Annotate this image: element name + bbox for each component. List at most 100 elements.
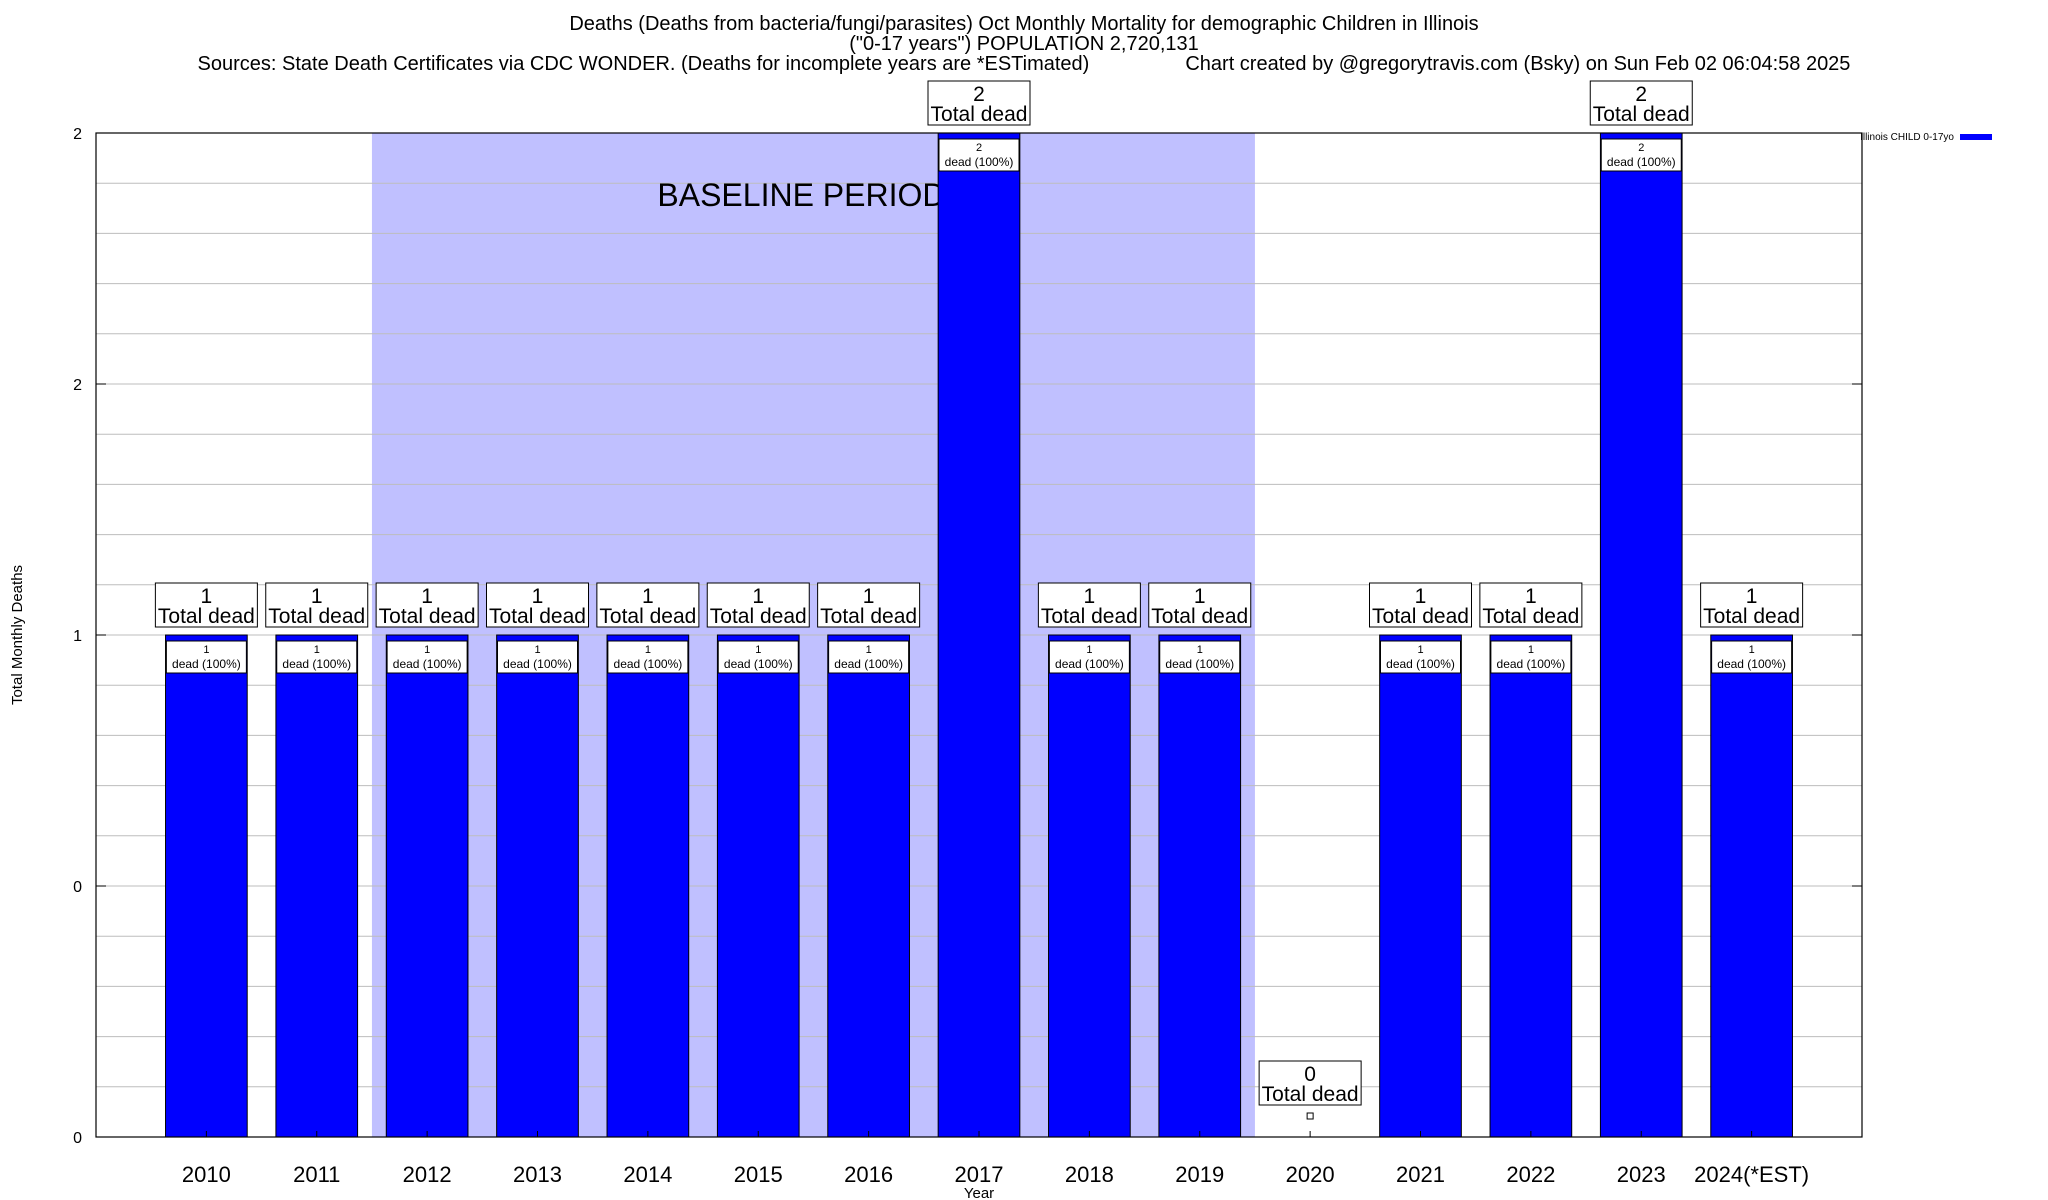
bar-inner-count: 1 xyxy=(1197,644,1203,656)
bar-inner-percent: dead (100%) xyxy=(1386,657,1455,671)
bar-inner-percent: dead (100%) xyxy=(1165,657,1234,671)
bar-inner-percent: dead (100%) xyxy=(172,657,241,671)
bar-inner-label-box xyxy=(497,640,578,674)
bar-inner-label-box xyxy=(1159,640,1241,674)
bar-total-label-box xyxy=(1148,582,1252,628)
bar-inner-count: 1 xyxy=(1528,644,1534,656)
bar xyxy=(1599,132,1683,1138)
x-tick-label: 2022 xyxy=(1506,1162,1555,1187)
bar-total-word: Total dead xyxy=(489,605,586,628)
bar-total-label-box xyxy=(486,582,589,628)
bar-inner-label-box xyxy=(1490,640,1572,674)
bar-total-word: Total dead xyxy=(1372,605,1469,628)
bar-inner-percent: dead (100%) xyxy=(614,657,683,671)
bar-total-value: 1 xyxy=(201,585,213,608)
x-tick-label: 2011 xyxy=(293,1162,340,1187)
bar-total-label-box xyxy=(927,80,1031,126)
bar-total-value: 1 xyxy=(311,585,323,608)
bar-total-value: 1 xyxy=(1746,585,1758,608)
bar-total-label-box xyxy=(1589,80,1693,126)
bar-inner-count: 1 xyxy=(203,644,209,656)
bar-inner-label-box xyxy=(1048,640,1130,674)
bar xyxy=(827,634,910,1138)
bar-total-value: 1 xyxy=(752,585,764,608)
bar-total-value: 1 xyxy=(1194,585,1206,608)
x-tick-label: 2019 xyxy=(1175,1162,1224,1187)
title-line-1: Deaths (Deaths from bacteria/fungi/paras… xyxy=(569,13,1479,35)
bar-total-label-box xyxy=(265,582,369,628)
y-axis-title: Total Monthly Deaths xyxy=(9,565,26,705)
bar xyxy=(385,634,469,1138)
bar-inner-percent: dead (100%) xyxy=(393,657,462,671)
bar xyxy=(1379,634,1462,1138)
bar-total-label-box xyxy=(817,582,921,628)
bar-inner-percent: dead (100%) xyxy=(1497,657,1566,671)
bar-total-value: 1 xyxy=(421,585,433,608)
bar-inner-label-box xyxy=(276,640,358,674)
bar-total-word: Total dead xyxy=(1041,605,1138,628)
bar-total-value: 2 xyxy=(973,83,985,106)
bar-inner-label-box xyxy=(1711,640,1793,674)
bar-total-label-box xyxy=(1369,582,1472,628)
bar-inner-count: 1 xyxy=(314,644,320,656)
bar-total-label-box xyxy=(706,582,810,628)
bar-inner-percent: dead (100%) xyxy=(282,657,351,671)
bar-inner-label-box xyxy=(717,640,799,674)
title-line-3: Sources: State Death Certificates via CD… xyxy=(0,54,2048,74)
bar-inner-label-box xyxy=(607,640,689,674)
bar-total-word: Total dead xyxy=(931,103,1028,126)
x-tick-label: 2014 xyxy=(623,1162,672,1187)
bar-inner-count: 2 xyxy=(1638,142,1644,154)
bar-inner-count: 1 xyxy=(1417,644,1423,656)
bar xyxy=(1710,634,1793,1138)
bar-inner-label-box xyxy=(1600,138,1682,172)
bar-total-word: Total dead xyxy=(820,605,917,628)
chart-credit: Chart created by @gregorytravis.com (Bsk… xyxy=(1185,53,1851,75)
bar-inner-count: 1 xyxy=(866,644,872,656)
y-tick-label: 0 xyxy=(73,1130,82,1147)
bar-total-label-box xyxy=(596,582,700,628)
bar-inner-count: 1 xyxy=(645,644,651,656)
title-line-2: ("0-17 years") POPULATION 2,720,131 xyxy=(849,33,1199,55)
bar xyxy=(716,634,800,1138)
bar-inner-percent: dead (100%) xyxy=(945,155,1014,169)
bar xyxy=(606,634,690,1138)
bar-total-value: 0 xyxy=(1304,1063,1316,1086)
bar-total-word: Total dead xyxy=(268,605,365,628)
bar-inner-count: 1 xyxy=(1749,644,1755,656)
bar-inner-percent: dead (100%) xyxy=(724,657,793,671)
x-tick-label: 2016 xyxy=(844,1162,893,1187)
bar-total-value: 1 xyxy=(1415,585,1427,608)
sources-note: Sources: State Death Certificates via CD… xyxy=(197,53,1090,75)
bar-total-word: Total dead xyxy=(158,605,255,628)
bar-total-value: 1 xyxy=(1084,585,1096,608)
zero-marker xyxy=(1306,1112,1314,1120)
bar-inner-percent: dead (100%) xyxy=(1055,657,1124,671)
bar xyxy=(275,634,359,1138)
bar-inner-count: 1 xyxy=(424,644,430,656)
bar-total-label-box xyxy=(1258,1060,1362,1106)
x-tick-label: 2020 xyxy=(1286,1162,1335,1187)
bar-total-word: Total dead xyxy=(710,605,807,628)
x-tick-label: 2024(*EST) xyxy=(1694,1162,1809,1187)
chart-title: Deaths (Deaths from bacteria/fungi/paras… xyxy=(0,14,2048,74)
baseline-period-label: BASELINE PERIOD xyxy=(657,177,945,213)
bar xyxy=(1489,634,1573,1138)
bar-inner-label-box xyxy=(938,138,1020,172)
bar-total-word: Total dead xyxy=(599,605,696,628)
bar-total-value: 2 xyxy=(1635,83,1647,106)
y-tick-label: 2 xyxy=(73,377,82,394)
bar-inner-label-box xyxy=(828,640,910,674)
x-tick-label: 2018 xyxy=(1065,1162,1114,1187)
bar-total-value: 1 xyxy=(863,585,875,608)
x-tick-label: 2012 xyxy=(403,1162,452,1187)
x-axis-title: Year xyxy=(964,1185,994,1200)
bar-inner-count: 2 xyxy=(976,142,982,154)
bar-total-word: Total dead xyxy=(1703,605,1800,628)
x-tick-label: 2017 xyxy=(955,1162,1004,1187)
bar-total-word: Total dead xyxy=(1151,605,1248,628)
bar-total-word: Total dead xyxy=(1262,1083,1359,1106)
bar-inner-label-box xyxy=(165,640,247,674)
bar-total-word: Total dead xyxy=(1482,605,1579,628)
